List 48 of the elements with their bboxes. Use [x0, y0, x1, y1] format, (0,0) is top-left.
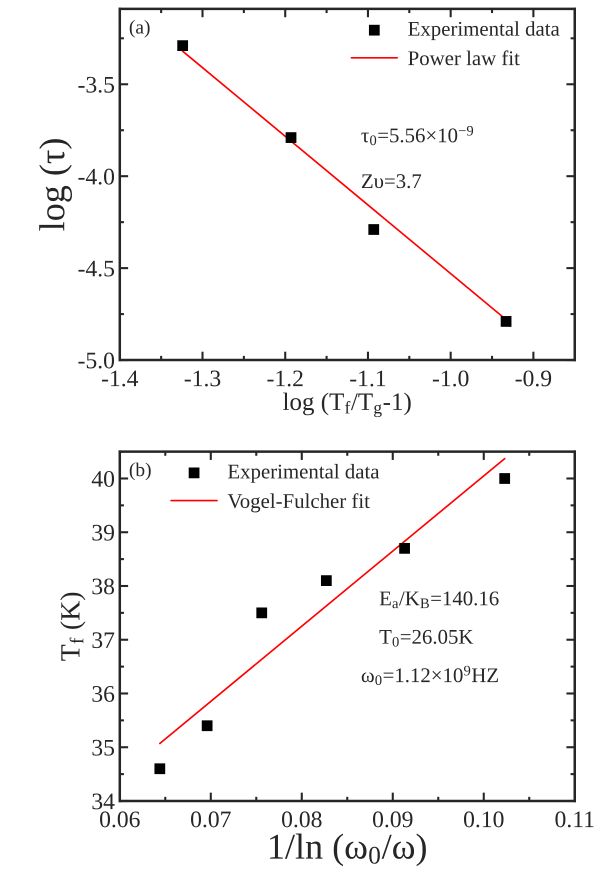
x-tick-label: -0.9: [516, 370, 552, 386]
y-tick-label: -4.5: [78, 260, 114, 277]
x-axis-title: 1/ln (ω$_{0}$/ω): [270, 834, 426, 866]
point: [399, 542, 410, 554]
legend-label: Vogel-Fulcher fit: [228, 493, 370, 512]
y-tick-label: 35: [92, 740, 114, 756]
annotation: E$_{a}$/K$_{B}$=140.16: [380, 591, 499, 608]
y-tick-label: 37: [92, 632, 114, 648]
annotation: T$_{0}$=26.05K: [379, 630, 474, 647]
y-tick-label: 38: [92, 578, 114, 594]
x-tick-label: 0.07: [191, 811, 231, 828]
point: [177, 40, 188, 52]
x-axis-title: log (T$_{f}$/T$_{g}$-1): [283, 392, 411, 418]
point: [320, 575, 332, 586]
x-tick-label: -1.3: [184, 370, 220, 386]
legend-label: Experimental data: [408, 21, 560, 40]
y-axis-title: T$_{f}$ (K): [60, 592, 86, 661]
y-tick-label: -5.0: [78, 352, 114, 369]
x-tick-label: -1.2: [267, 370, 303, 386]
point: [499, 473, 510, 484]
x-tick-label: -1.1: [350, 370, 386, 386]
y-axis-title: log (τ): [39, 139, 72, 231]
annotation: (a): [130, 20, 150, 38]
x-tick-label: 0.10: [464, 811, 504, 828]
y-tick-label: 36: [92, 686, 114, 702]
point: [368, 224, 380, 235]
annotation: ω$_{0}$=1.12×10$^{9}$HZ: [362, 666, 498, 686]
x-tick-label: 0.11: [555, 811, 594, 828]
annotation: (b): [130, 462, 151, 480]
y-tick-label: 39: [92, 524, 114, 541]
y-tick-label: -4.0: [78, 168, 114, 185]
y-tick-label: 40: [92, 470, 114, 487]
x-tick-label: 0.09: [373, 811, 412, 828]
legend-label: Experimental data: [228, 464, 380, 483]
x-tick-label: 0.06: [100, 811, 140, 828]
legend-label: Power law fit: [408, 50, 520, 66]
point: [500, 316, 512, 327]
y-tick-label: 34: [92, 794, 115, 810]
point: [256, 607, 268, 618]
point: [154, 763, 166, 774]
annotation: τ$_{0}$=5.56×10$^{−9}$: [361, 126, 474, 146]
y-tick-label: -3.5: [78, 76, 114, 93]
x-tick-label: -1.0: [432, 370, 468, 386]
point: [286, 132, 296, 143]
annotation: Zυ=3.7: [362, 174, 422, 188]
x-tick-label: -1.4: [102, 370, 138, 386]
point: [202, 720, 213, 732]
x-tick-label: 0.08: [282, 811, 322, 828]
